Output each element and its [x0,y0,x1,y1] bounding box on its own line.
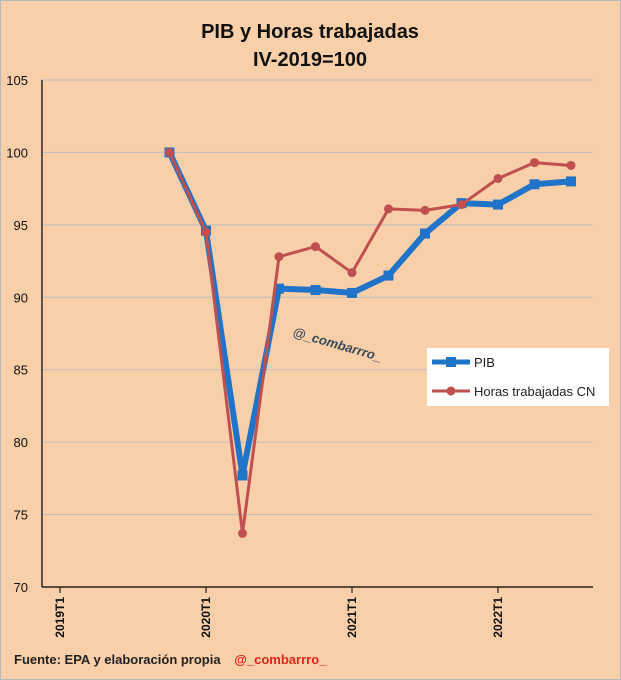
gridlines [42,79,593,516]
data-series [164,147,576,538]
data-point-horas [201,227,211,237]
y-tick-label: 95 [14,218,28,233]
x-tick-label: 2019T1 [53,597,67,638]
data-point-horas [347,268,357,278]
series-line-pib [166,149,574,479]
watermark: @_combarrro_ [291,324,384,364]
data-point-horas [420,205,430,215]
data-point-horas [457,200,466,210]
series-line-horas [168,150,573,535]
x-tick-label: 2020T1 [199,597,213,638]
legend: PIB Horas trabajadas CN [427,348,609,406]
data-point-pib [237,470,248,481]
x-tick-label: 2022T1 [491,597,505,638]
legend-marker-pib [446,357,456,367]
data-point-pib [420,228,430,239]
legend-label-horas: Horas trabajadas CN [474,384,595,399]
y-tick-label: 80 [14,435,28,450]
data-point-pib [529,179,540,190]
line-chart: PIB y Horas trabajadas IV-2019=100 70 75 8… [6,21,609,638]
y-tick-label: 75 [14,508,28,523]
y-tick-label: 105 [6,73,28,88]
data-point-pib [274,283,284,294]
data-point-horas [566,160,576,170]
data-point-pib [383,270,394,281]
chart-footer: Fuente: EPA y elaboración propia @_comba… [14,652,326,667]
data-point-horas [238,528,247,538]
y-tick-labels: 70 75 80 85 90 95 100 105 [6,73,28,595]
legend-label-pib: PIB [474,355,495,370]
y-tick-label: 70 [14,580,28,595]
chart-title: PIB y Horas trabajadas [201,21,419,43]
author-handle: @_combarrro_ [234,652,327,667]
chart-subtitle: IV-2019=100 [253,49,367,71]
data-point-pib [347,287,357,298]
x-tick-labels: 2019T1 2020T1 2021T1 2022T1 [53,597,505,638]
data-point-horas [274,252,284,262]
y-tick-label: 100 [6,145,28,160]
data-point-horas [384,204,393,214]
data-point-pib [310,285,321,296]
axes [41,80,593,593]
legend-box [427,348,609,406]
data-point-pib [566,176,576,187]
x-tick-label: 2021T1 [345,597,359,638]
legend-marker-horas [446,386,456,396]
y-tick-label: 90 [14,290,28,305]
source-note: Fuente: EPA y elaboración propia [14,652,221,667]
data-point-horas [165,147,174,157]
data-point-horas [530,158,539,168]
data-point-pib [493,199,503,210]
data-point-horas [493,174,503,184]
y-tick-label: 85 [14,363,28,378]
data-point-horas [311,242,320,252]
